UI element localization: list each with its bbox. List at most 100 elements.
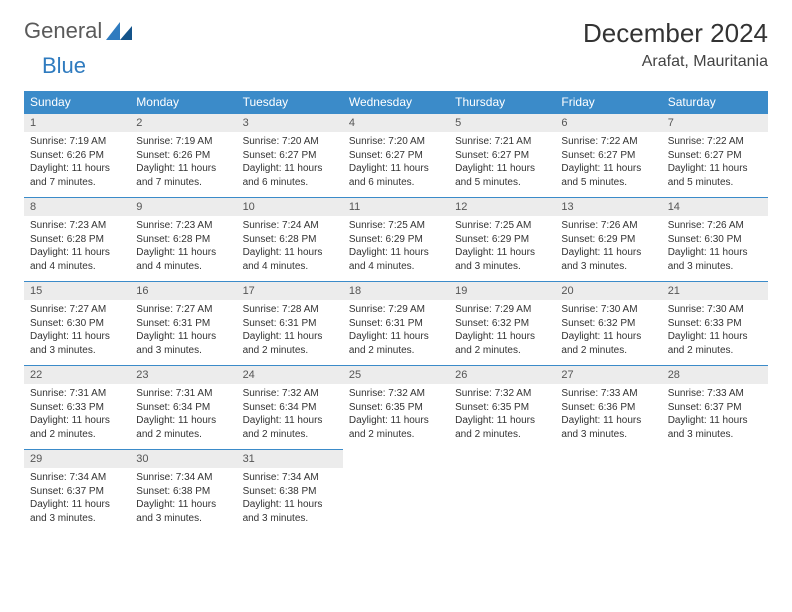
calendar-week-row: 1Sunrise: 7:19 AMSunset: 6:26 PMDaylight… — [24, 114, 768, 198]
day-number: 20 — [555, 282, 661, 300]
day-details: Sunrise: 7:23 AMSunset: 6:28 PMDaylight:… — [130, 216, 236, 281]
calendar-day-cell: 13Sunrise: 7:26 AMSunset: 6:29 PMDayligh… — [555, 198, 661, 282]
day-details: Sunrise: 7:22 AMSunset: 6:27 PMDaylight:… — [662, 132, 768, 197]
day-number: 13 — [555, 198, 661, 216]
day-number: 19 — [449, 282, 555, 300]
day-number: 18 — [343, 282, 449, 300]
calendar-day-cell: 25Sunrise: 7:32 AMSunset: 6:35 PMDayligh… — [343, 366, 449, 450]
logo: General — [24, 18, 134, 44]
calendar-page: General December 2024 Arafat, Mauritania… — [0, 0, 792, 551]
day-details: Sunrise: 7:20 AMSunset: 6:27 PMDaylight:… — [237, 132, 343, 197]
day-number: 16 — [130, 282, 236, 300]
day-number: 24 — [237, 366, 343, 384]
day-details: Sunrise: 7:22 AMSunset: 6:27 PMDaylight:… — [555, 132, 661, 197]
calendar-day-cell: 11Sunrise: 7:25 AMSunset: 6:29 PMDayligh… — [343, 198, 449, 282]
day-number: 1 — [24, 114, 130, 132]
logo-text-blue: Blue — [42, 53, 86, 78]
calendar-day-cell: 17Sunrise: 7:28 AMSunset: 6:31 PMDayligh… — [237, 282, 343, 366]
weekday-header: Friday — [555, 91, 661, 114]
day-number: 3 — [237, 114, 343, 132]
day-number: 23 — [130, 366, 236, 384]
day-details: Sunrise: 7:20 AMSunset: 6:27 PMDaylight:… — [343, 132, 449, 197]
month-title: December 2024 — [583, 18, 768, 49]
calendar-day-cell: 30Sunrise: 7:34 AMSunset: 6:38 PMDayligh… — [130, 450, 236, 534]
calendar-day-cell: 6Sunrise: 7:22 AMSunset: 6:27 PMDaylight… — [555, 114, 661, 198]
calendar-day-cell: 7Sunrise: 7:22 AMSunset: 6:27 PMDaylight… — [662, 114, 768, 198]
calendar-day-cell: 8Sunrise: 7:23 AMSunset: 6:28 PMDaylight… — [24, 198, 130, 282]
day-details: Sunrise: 7:32 AMSunset: 6:34 PMDaylight:… — [237, 384, 343, 449]
day-details: Sunrise: 7:34 AMSunset: 6:37 PMDaylight:… — [24, 468, 130, 533]
calendar-day-cell: 22Sunrise: 7:31 AMSunset: 6:33 PMDayligh… — [24, 366, 130, 450]
calendar-day-cell: 27Sunrise: 7:33 AMSunset: 6:36 PMDayligh… — [555, 366, 661, 450]
calendar-week-row: 8Sunrise: 7:23 AMSunset: 6:28 PMDaylight… — [24, 198, 768, 282]
day-details: Sunrise: 7:25 AMSunset: 6:29 PMDaylight:… — [449, 216, 555, 281]
day-number: 21 — [662, 282, 768, 300]
logo-text-general: General — [24, 18, 102, 44]
calendar-day-cell: 29Sunrise: 7:34 AMSunset: 6:37 PMDayligh… — [24, 450, 130, 534]
calendar-day-cell — [555, 450, 661, 534]
weekday-header: Monday — [130, 91, 236, 114]
calendar-day-cell — [343, 450, 449, 534]
day-number: 29 — [24, 450, 130, 468]
day-number: 6 — [555, 114, 661, 132]
calendar-day-cell: 14Sunrise: 7:26 AMSunset: 6:30 PMDayligh… — [662, 198, 768, 282]
day-number: 31 — [237, 450, 343, 468]
day-details: Sunrise: 7:23 AMSunset: 6:28 PMDaylight:… — [24, 216, 130, 281]
calendar-day-cell — [449, 450, 555, 534]
calendar-week-row: 15Sunrise: 7:27 AMSunset: 6:30 PMDayligh… — [24, 282, 768, 366]
weekday-header: Sunday — [24, 91, 130, 114]
day-number: 8 — [24, 198, 130, 216]
day-number: 17 — [237, 282, 343, 300]
day-details: Sunrise: 7:26 AMSunset: 6:29 PMDaylight:… — [555, 216, 661, 281]
calendar-day-cell: 5Sunrise: 7:21 AMSunset: 6:27 PMDaylight… — [449, 114, 555, 198]
calendar-day-cell: 19Sunrise: 7:29 AMSunset: 6:32 PMDayligh… — [449, 282, 555, 366]
day-number: 2 — [130, 114, 236, 132]
calendar-table: Sunday Monday Tuesday Wednesday Thursday… — [24, 91, 768, 533]
day-details: Sunrise: 7:30 AMSunset: 6:32 PMDaylight:… — [555, 300, 661, 365]
calendar-day-cell: 4Sunrise: 7:20 AMSunset: 6:27 PMDaylight… — [343, 114, 449, 198]
day-details: Sunrise: 7:29 AMSunset: 6:32 PMDaylight:… — [449, 300, 555, 365]
weekday-header: Wednesday — [343, 91, 449, 114]
day-details: Sunrise: 7:32 AMSunset: 6:35 PMDaylight:… — [449, 384, 555, 449]
day-number: 7 — [662, 114, 768, 132]
day-number: 4 — [343, 114, 449, 132]
day-number: 11 — [343, 198, 449, 216]
day-number: 30 — [130, 450, 236, 468]
calendar-day-cell: 23Sunrise: 7:31 AMSunset: 6:34 PMDayligh… — [130, 366, 236, 450]
day-number: 26 — [449, 366, 555, 384]
day-details: Sunrise: 7:33 AMSunset: 6:36 PMDaylight:… — [555, 384, 661, 449]
calendar-day-cell: 21Sunrise: 7:30 AMSunset: 6:33 PMDayligh… — [662, 282, 768, 366]
calendar-day-cell: 20Sunrise: 7:30 AMSunset: 6:32 PMDayligh… — [555, 282, 661, 366]
day-number: 12 — [449, 198, 555, 216]
day-details: Sunrise: 7:31 AMSunset: 6:34 PMDaylight:… — [130, 384, 236, 449]
calendar-day-cell: 1Sunrise: 7:19 AMSunset: 6:26 PMDaylight… — [24, 114, 130, 198]
calendar-day-cell: 9Sunrise: 7:23 AMSunset: 6:28 PMDaylight… — [130, 198, 236, 282]
day-details: Sunrise: 7:24 AMSunset: 6:28 PMDaylight:… — [237, 216, 343, 281]
logo-icon — [106, 22, 132, 45]
calendar-day-cell: 2Sunrise: 7:19 AMSunset: 6:26 PMDaylight… — [130, 114, 236, 198]
day-details: Sunrise: 7:26 AMSunset: 6:30 PMDaylight:… — [662, 216, 768, 281]
day-details: Sunrise: 7:33 AMSunset: 6:37 PMDaylight:… — [662, 384, 768, 449]
day-details: Sunrise: 7:19 AMSunset: 6:26 PMDaylight:… — [130, 132, 236, 197]
calendar-week-row: 29Sunrise: 7:34 AMSunset: 6:37 PMDayligh… — [24, 450, 768, 534]
calendar-day-cell: 28Sunrise: 7:33 AMSunset: 6:37 PMDayligh… — [662, 366, 768, 450]
calendar-day-cell: 26Sunrise: 7:32 AMSunset: 6:35 PMDayligh… — [449, 366, 555, 450]
calendar-day-cell: 3Sunrise: 7:20 AMSunset: 6:27 PMDaylight… — [237, 114, 343, 198]
day-details: Sunrise: 7:19 AMSunset: 6:26 PMDaylight:… — [24, 132, 130, 197]
weekday-header: Thursday — [449, 91, 555, 114]
calendar-week-row: 22Sunrise: 7:31 AMSunset: 6:33 PMDayligh… — [24, 366, 768, 450]
calendar-day-cell: 24Sunrise: 7:32 AMSunset: 6:34 PMDayligh… — [237, 366, 343, 450]
day-number: 25 — [343, 366, 449, 384]
calendar-day-cell — [662, 450, 768, 534]
calendar-day-cell: 18Sunrise: 7:29 AMSunset: 6:31 PMDayligh… — [343, 282, 449, 366]
calendar-day-cell: 31Sunrise: 7:34 AMSunset: 6:38 PMDayligh… — [237, 450, 343, 534]
calendar-day-cell: 16Sunrise: 7:27 AMSunset: 6:31 PMDayligh… — [130, 282, 236, 366]
day-number: 27 — [555, 366, 661, 384]
day-number: 22 — [24, 366, 130, 384]
weekday-header: Saturday — [662, 91, 768, 114]
day-number: 10 — [237, 198, 343, 216]
weekday-header-row: Sunday Monday Tuesday Wednesday Thursday… — [24, 91, 768, 114]
day-details: Sunrise: 7:34 AMSunset: 6:38 PMDaylight:… — [237, 468, 343, 533]
day-number: 5 — [449, 114, 555, 132]
day-details: Sunrise: 7:21 AMSunset: 6:27 PMDaylight:… — [449, 132, 555, 197]
